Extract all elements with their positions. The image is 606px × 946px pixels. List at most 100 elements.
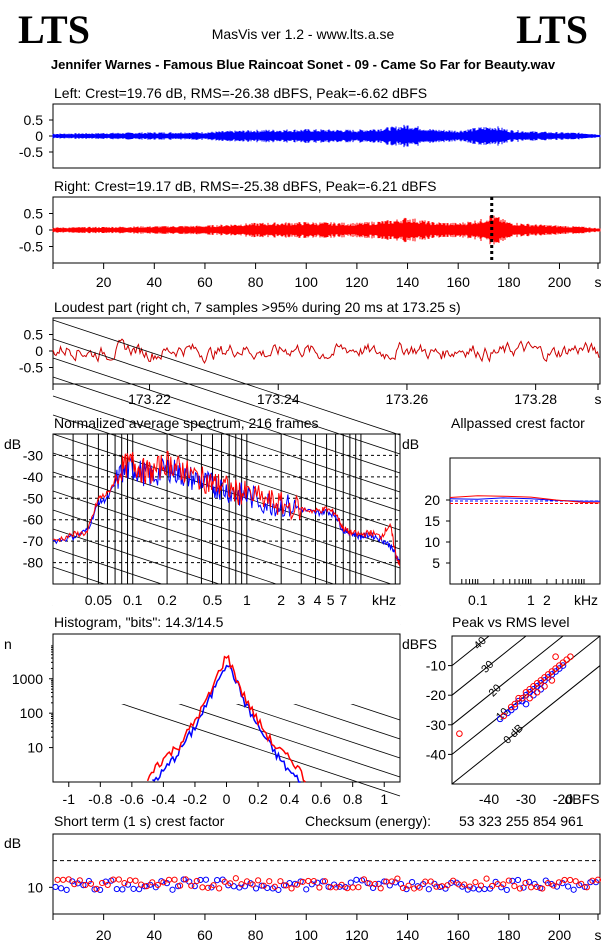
- shortcrest-point-left: [353, 876, 360, 883]
- peakrms-diag: [451, 635, 490, 666]
- peakrms-point-left: [537, 685, 545, 693]
- shortcrest-ytick: 10: [27, 879, 43, 895]
- histogram-ytick: 100: [20, 705, 44, 721]
- shortcrest-point-right: [160, 879, 167, 886]
- shortcrest-point-right: [271, 883, 278, 890]
- shortcrest-point-right: [260, 882, 267, 889]
- spectrum-slope-line: [52, 414, 401, 531]
- allpass-xtick: kHz: [574, 592, 598, 608]
- shortcrest-point-right: [528, 884, 535, 891]
- allpass-xtick: 2: [543, 592, 551, 608]
- spectrum-xtick: kHz: [372, 592, 396, 608]
- left-ytick: 0.5: [24, 112, 44, 128]
- shortcrest-point-right: [188, 882, 195, 889]
- histogram-xtick: -0.4: [151, 791, 175, 807]
- spectrum-ytick: -50: [23, 490, 43, 506]
- peakrms-diagonals: [451, 635, 606, 785]
- allpass-xtick: 1: [527, 592, 535, 608]
- shortcrest-point-left: [102, 878, 109, 885]
- spectrum-xtick: 0.2: [157, 592, 177, 608]
- shortcrest-point-left: [214, 877, 221, 884]
- shortcrest-point-right: [321, 878, 329, 885]
- allpass-series-left: [449, 497, 600, 502]
- shortcrest-xtick: 120: [345, 927, 369, 943]
- shortcrest-xtick: 160: [447, 927, 471, 943]
- shortcrest-point-right: [65, 876, 72, 883]
- peakrms-point-left: [522, 700, 530, 708]
- spectrum-slope-line: [52, 471, 401, 588]
- peakrms-point-right: [511, 700, 519, 708]
- shortcrest-point-right: [399, 884, 407, 892]
- peakrms-point-right: [552, 653, 559, 661]
- shortcrest-point-left: [141, 883, 148, 890]
- shortcrest-point-right: [204, 884, 212, 891]
- shortcrest-point-left: [258, 882, 265, 889]
- app-title: MasVis ver 1.2 - www.lts.a.se: [211, 26, 395, 42]
- shortcrest-point-right: [310, 877, 317, 885]
- shortcrest-point-right: [544, 880, 551, 887]
- spectrum-slope-line: [52, 357, 401, 474]
- shortcrest-point-right: [210, 882, 217, 889]
- shortcrest-point-right: [511, 883, 518, 890]
- checksum-label: Checksum (energy):: [305, 813, 431, 829]
- allpass-frame: [449, 457, 601, 585]
- right-xtick: 40: [147, 274, 163, 290]
- shortcrest-point-left: [180, 876, 187, 883]
- shortcrest-point-left: [503, 886, 510, 894]
- spectrum-slope-line: [52, 452, 401, 569]
- histogram-xtick: 0: [223, 791, 231, 807]
- shortcrest-point-left: [525, 878, 533, 885]
- right-ytick: -0.5: [19, 239, 43, 255]
- shortcrest-xtick: 60: [197, 927, 213, 943]
- shortcrest-point-right: [60, 876, 67, 883]
- peakrms-ytick: -20: [426, 687, 446, 703]
- loudest-title: Loudest part (right ch, 7 samples >95% d…: [54, 299, 461, 315]
- shortcrest-point-right: [288, 885, 295, 892]
- shortcrest-point-left: [113, 885, 120, 893]
- shortcrest-point-right: [427, 878, 434, 885]
- allpass-ytick: 15: [424, 513, 440, 529]
- histogram-xtick: 0.2: [248, 791, 268, 807]
- shortcrest-point-left: [63, 886, 70, 893]
- histogram-xtick: 1: [380, 791, 388, 807]
- shortcrest-point-right: [243, 878, 251, 885]
- shortcrest-point-right: [138, 881, 145, 888]
- peakrms-xtick: dBFS: [564, 791, 599, 807]
- shortcrest-point-left: [169, 886, 176, 893]
- histogram-xtick: -0.6: [120, 791, 144, 807]
- spectrum-xtick: 3: [297, 592, 305, 608]
- shortcrest-point-right: [54, 876, 61, 883]
- shortcrest-point-right: [87, 880, 95, 887]
- shortcrest-point-right: [500, 881, 507, 888]
- loudest-xtick: 173.22: [128, 391, 171, 407]
- shortcrest-point-right: [444, 882, 451, 889]
- spectrum-ytick: -40: [23, 469, 43, 485]
- spectrum-frame: [52, 433, 401, 585]
- right-ytick: 0.5: [24, 206, 44, 222]
- histogram-series-right: [146, 654, 306, 783]
- shortcrest-point-right: [249, 881, 256, 888]
- allpass-xtick: 0.1: [468, 592, 488, 608]
- loudest-line: [52, 338, 600, 365]
- peakrms-diag: [451, 635, 564, 726]
- peakrms-point-right: [500, 712, 508, 720]
- peakrms-diag-label: 30: [479, 658, 496, 675]
- loudest-xtick: 173.28: [514, 391, 557, 407]
- shortcrest-point-left: [408, 878, 416, 886]
- spectrum-slope-line: [52, 395, 401, 512]
- shortcrest-xtick: s: [595, 927, 602, 943]
- histogram-xtick: 0.6: [311, 791, 331, 807]
- loudest-ytick: -0.5: [19, 360, 43, 376]
- shortcrest-point-right: [349, 884, 356, 891]
- loudest-xtick: s: [595, 391, 602, 407]
- shortcrest-point-right: [143, 883, 150, 890]
- shortcrest-point-right: [216, 885, 223, 892]
- shortcrest-point-right: [555, 879, 563, 886]
- shortcrest-point-right: [154, 881, 161, 889]
- peakrms-point-right: [567, 653, 574, 661]
- peakrms-frame: [451, 635, 601, 785]
- peakrms-diag-label: 0 dB: [501, 722, 525, 746]
- shortcrest-point-right: [411, 885, 418, 892]
- shortcrest-point-right: [394, 875, 401, 882]
- peakrms-diag-label: 20: [487, 682, 504, 699]
